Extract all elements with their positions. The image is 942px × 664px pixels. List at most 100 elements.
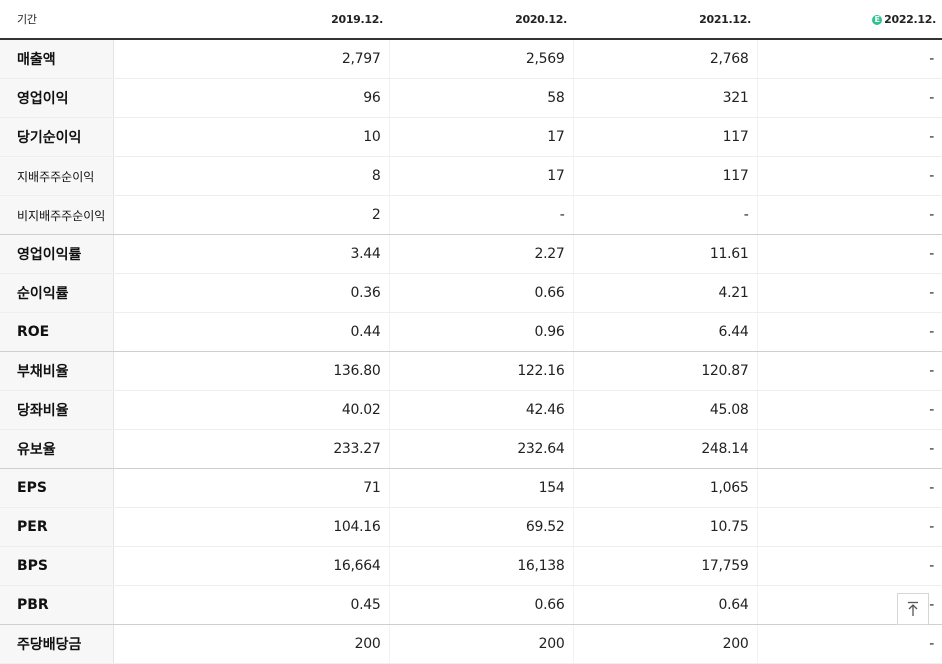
row-label: BPS [0, 546, 114, 586]
cell-value: - [757, 468, 942, 508]
table-row: 지배주주순이익 8 17 117- [0, 156, 942, 196]
row-label: 유보율 [0, 429, 114, 469]
table-row: 비지배주주순이익 2- - - [0, 195, 942, 235]
cell-value: 0.66 [389, 273, 574, 313]
cell-value: 200 [113, 624, 390, 664]
cell-value: 2,797 [113, 39, 390, 79]
scroll-to-top-icon [908, 601, 918, 616]
row-label: 영업이익률 [0, 234, 114, 274]
row-label: PER [0, 507, 114, 547]
table-row: ROE 0.44 0.96 6.44- [0, 312, 942, 352]
cell-value: 42.46 [389, 390, 574, 430]
cell-value: 136.80 [113, 351, 390, 391]
row-label: 매출액 [0, 39, 114, 79]
cell-value: 6.44 [573, 312, 758, 352]
cell-value: - [757, 351, 942, 391]
cell-value: - [573, 195, 758, 235]
table-row: EPS 71 154 1,065- [0, 468, 942, 508]
row-label: 부채비율 [0, 351, 114, 391]
table-header-row: 기간 2019.12. 2020.12. 2021.12. E 2022.12. [0, 0, 942, 40]
cell-value: - [757, 546, 942, 586]
table-row: 순이익률 0.36 0.66 4.21- [0, 273, 942, 313]
cell-value: - [757, 156, 942, 196]
cell-value: 117 [573, 117, 758, 157]
cell-value: 17,759 [573, 546, 758, 586]
cell-value: 10 [113, 117, 390, 157]
cell-value: - [757, 78, 942, 118]
cell-value: - [757, 117, 942, 157]
cell-value: 40.02 [113, 390, 390, 430]
cell-value: - [757, 39, 942, 79]
cell-value: 0.36 [113, 273, 390, 313]
table-row: 영업이익률 3.44 2.27 11.61- [0, 234, 942, 274]
cell-value: 2 [113, 195, 390, 235]
cell-value: 248.14 [573, 429, 758, 469]
cell-value: 2,569 [389, 39, 574, 79]
cell-value: 69.52 [389, 507, 574, 547]
row-label: ROE [0, 312, 114, 352]
row-label: 순이익률 [0, 273, 114, 313]
cell-value: - [757, 312, 942, 352]
table-row: 영업이익 96 58 321- [0, 78, 942, 118]
cell-value: 200 [573, 624, 758, 664]
row-label: 당좌비율 [0, 390, 114, 430]
table-row: 당좌비율 40.02 42.46 45.08- [0, 390, 942, 430]
cell-value: 8 [113, 156, 390, 196]
cell-value: - [757, 507, 942, 547]
cell-value: 200 [389, 624, 574, 664]
cell-value: - [757, 624, 942, 664]
cell-value: 0.96 [389, 312, 574, 352]
cell-value: - [757, 234, 942, 274]
cell-value: 0.45 [113, 585, 390, 625]
table-row: PER 104.16 69.52 10.75- [0, 507, 942, 547]
cell-value: 16,138 [389, 546, 574, 586]
cell-value: 4.21 [573, 273, 758, 313]
cell-value: 104.16 [113, 507, 390, 547]
row-label: 당기순이익 [0, 117, 114, 157]
header-year: 2020.12. [389, 0, 573, 40]
row-label: 주당배당금 [0, 624, 114, 664]
cell-value: - [757, 390, 942, 430]
row-label: 지배주주순이익 [0, 156, 114, 196]
cell-value: 233.27 [113, 429, 390, 469]
cell-value: 1,065 [573, 468, 758, 508]
scroll-to-top-button[interactable] [897, 593, 929, 625]
estimate-icon: E [872, 14, 883, 25]
row-label: EPS [0, 468, 114, 508]
row-label: PBR [0, 585, 114, 625]
cell-value: 17 [389, 156, 574, 196]
cell-value: 154 [389, 468, 574, 508]
cell-value: 117 [573, 156, 758, 196]
cell-value: 0.66 [389, 585, 574, 625]
row-label: 비지배주주순이익 [0, 195, 114, 235]
table-row: 유보율 233.27 232.64 248.14- [0, 429, 942, 469]
cell-value: 3.44 [113, 234, 390, 274]
cell-value: 232.64 [389, 429, 574, 469]
cell-value: 96 [113, 78, 390, 118]
table-row: 매출액 2,797 2,569 2,768- [0, 39, 942, 79]
cell-value: - [757, 273, 942, 313]
cell-value: 71 [113, 468, 390, 508]
cell-value: 321 [573, 78, 758, 118]
cell-value: 16,664 [113, 546, 390, 586]
cell-value: 45.08 [573, 390, 758, 430]
cell-value: - [757, 429, 942, 469]
header-year: 2022.12. [884, 12, 936, 26]
cell-value: 0.64 [573, 585, 758, 625]
cell-value: 10.75 [573, 507, 758, 547]
table-row: BPS 16,664 16,138 17,759- [0, 546, 942, 586]
cell-value: 2.27 [389, 234, 574, 274]
cell-value: 0.44 [113, 312, 390, 352]
cell-value: 58 [389, 78, 574, 118]
cell-value: 17 [389, 117, 574, 157]
row-label: 영업이익 [0, 78, 114, 118]
cell-value: - [389, 195, 574, 235]
cell-value: 11.61 [573, 234, 758, 274]
cell-value: 2,768 [573, 39, 758, 79]
table-row: 부채비율 136.80 122.16 120.87- [0, 351, 942, 391]
table-row: 주당배당금 200 200 200- [0, 624, 942, 664]
header-year-estimate: E 2022.12. [757, 0, 942, 40]
header-period-label: 기간 [0, 0, 113, 40]
table-row: 당기순이익 10 17 117- [0, 117, 942, 157]
